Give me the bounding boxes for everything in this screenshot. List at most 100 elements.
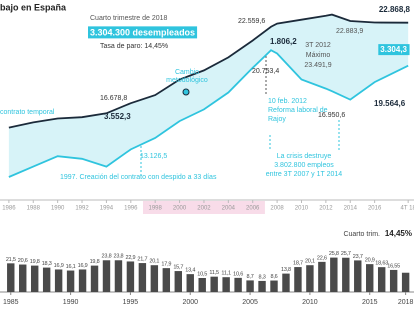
bar <box>234 277 242 292</box>
annotation: 3.552,3 <box>104 112 131 121</box>
bar <box>42 267 51 292</box>
value-label: 14,45% <box>385 229 412 238</box>
bar <box>318 261 326 292</box>
x-tick-label: 2010 <box>302 299 318 306</box>
value-label: 18,3 <box>42 261 52 267</box>
annotation: Tasa de paro: 14,45% <box>100 43 168 50</box>
value-label: 13,8 <box>281 267 291 273</box>
value-label: 8,6 <box>270 274 277 280</box>
bar <box>377 267 386 292</box>
value-label: 15,7 <box>173 265 183 271</box>
annotation: entre 3T 2007 y 1T 2014 <box>266 171 343 178</box>
annotation: 3.802.800 empleos <box>274 162 334 169</box>
x-tick-label: 1996 <box>124 206 138 212</box>
x-tick-label: 1992 <box>75 206 89 212</box>
chart-title: bajo en España <box>0 2 67 12</box>
bar <box>102 260 111 292</box>
value-label: 22,6 <box>317 255 327 261</box>
x-tick-label: 1990 <box>63 299 79 306</box>
annotation-box <box>88 26 198 39</box>
annotation: Reforma laboral de <box>268 107 328 114</box>
annotation: metodológico <box>166 77 208 84</box>
band-fill <box>8 14 409 177</box>
annotation: 20.753,4 <box>252 68 279 75</box>
x-tick-label: 2015 <box>362 299 378 306</box>
annotation-box <box>378 44 410 56</box>
annotation: 16.950,6 <box>318 112 345 119</box>
bar <box>7 263 15 292</box>
bar <box>282 273 290 292</box>
value-label: 19,8 <box>30 259 40 265</box>
value-label: 13,4 <box>185 268 195 274</box>
annotation: 22.868,8 <box>379 5 411 14</box>
bar <box>174 271 182 292</box>
x-tick-label: 1988 <box>27 206 41 212</box>
annotation: 1.806,2 <box>270 37 297 46</box>
bar <box>222 277 230 292</box>
value-label: 10,5 <box>197 271 207 277</box>
bar <box>30 265 39 292</box>
bar <box>270 280 278 292</box>
x-tick-label: 1986 <box>2 206 16 212</box>
annotation: 1997. Creación del contrato con despido … <box>60 174 217 181</box>
bar <box>354 260 362 292</box>
x-tick-label: 2018 <box>398 299 414 306</box>
bar <box>114 260 123 292</box>
bar <box>90 265 99 292</box>
annotation: 22.559,6 <box>238 18 265 25</box>
bar <box>54 269 63 292</box>
x-tick-label: 2000 <box>173 206 187 212</box>
x-tick-label: 2014 <box>344 206 358 212</box>
bar <box>19 264 27 292</box>
value-label: 18,7 <box>293 261 303 267</box>
x-tick-label: 2008 <box>270 206 284 212</box>
series-line <box>8 49 409 178</box>
x-tick-label: 2000 <box>182 299 198 306</box>
x-tick-label: 2005 <box>242 299 258 306</box>
series-line <box>8 13 409 129</box>
annotation: 3T 2012 <box>305 42 331 49</box>
x-tick-label: 4T 18 <box>401 206 414 212</box>
annotation: Cambio <box>175 69 199 76</box>
annotation: La crisis destruye <box>277 153 332 160</box>
value-label: 11,1 <box>221 271 231 277</box>
annotation: 13.126,5 <box>140 153 167 160</box>
x-tick-label: 2016 <box>368 206 382 212</box>
value-label: 10,6 <box>233 271 243 277</box>
bar <box>78 269 87 292</box>
value-label: 23,8 <box>114 254 124 260</box>
bar <box>294 267 302 292</box>
value-label: 23,7 <box>353 254 363 260</box>
value-label: 16,9 <box>78 263 88 269</box>
annotation: 3.304.300 desempleados <box>90 27 195 37</box>
bar <box>66 270 75 292</box>
bar <box>246 280 254 292</box>
annotation: Máximo <box>306 52 331 59</box>
x-tick-label: 1985 <box>3 299 19 306</box>
annotation: Rajoy <box>268 116 286 123</box>
x-tick-label: 1998 <box>149 206 163 212</box>
value-label: 25,8 <box>329 251 339 257</box>
bar <box>198 278 206 292</box>
x-tick-label: 2002 <box>197 206 211 212</box>
x-tick-label: 2006 <box>246 206 260 212</box>
annotation: Cuarto trimestre de 2018 <box>90 15 168 22</box>
annotation: Cuarto trim. <box>343 231 380 238</box>
marker-dot <box>182 88 190 96</box>
annotation: 3.304,3 <box>380 45 407 54</box>
bar <box>138 263 147 292</box>
value-label: 21,5 <box>6 257 16 263</box>
value-label: 20,1 <box>305 259 315 265</box>
value-label: 8,7 <box>247 274 254 280</box>
bar <box>306 265 314 292</box>
x-tick-label: 2010 <box>295 206 309 212</box>
bar <box>186 274 194 292</box>
annotation: 16.678,8 <box>100 95 127 102</box>
value-label: 16,55 <box>387 263 400 269</box>
x-tick-label: 1995 <box>123 299 139 306</box>
annotation: 23.491,9 <box>304 62 331 69</box>
value-label: 19,8 <box>90 259 100 265</box>
x-tick-label: 1994 <box>100 206 114 212</box>
bar <box>162 268 171 292</box>
